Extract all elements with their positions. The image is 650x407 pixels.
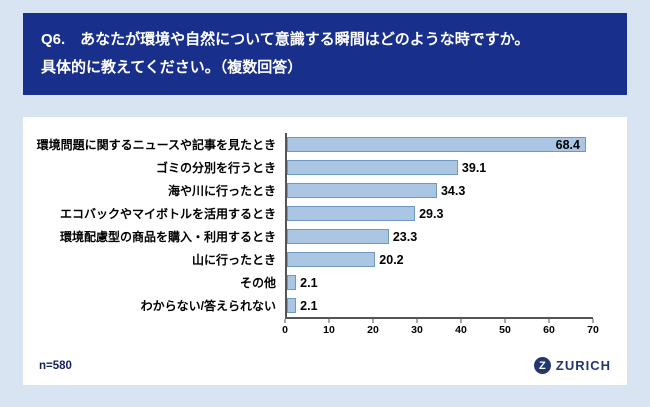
tick-label: 40 [455,324,467,336]
value-label: 29.3 [419,206,444,221]
category-label: その他 [239,276,276,290]
chart-card: 環境問題に関するニュースや記事を見たとき 68.4 ゴミの分別を行うとき 39.1 海や… [23,117,627,385]
tick-mark [460,319,462,323]
bar-row: その他 2.1 [33,271,593,294]
category-label: 環境問題に関するニュースや記事を見たとき [36,138,276,152]
bar-area: 68.4 [285,133,593,156]
question-line-1: Q6. あなたが環境や自然について意識する瞬間はどのような時ですか。 [41,31,530,48]
tick-label: 0 [282,324,288,336]
bar [287,183,437,198]
value-label: 68.4 [555,137,580,152]
bar-area: 34.3 [285,179,593,202]
bar-row: 環境配慮型の商品を購入・利用するとき 23.3 [33,225,593,248]
tick-mark [504,319,506,323]
bar-area: 23.3 [285,225,593,248]
bar-row: わからない/答えられない 2.1 [33,294,593,317]
chart-rows: 環境問題に関するニュースや記事を見たとき 68.4 ゴミの分別を行うとき 39.1 海や… [33,133,593,317]
tick-mark [592,319,594,323]
tick-label: 10 [323,324,335,336]
bar [287,252,376,267]
tick-label: 60 [543,324,555,336]
tick-mark [328,319,330,323]
category-label: 環境配慮型の商品を購入・利用するとき [59,230,276,244]
tick-label: 70 [587,324,599,336]
value-label: 39.1 [461,160,487,175]
bar [287,298,297,313]
value-label: 23.3 [392,229,418,244]
bar: 68.4 [287,137,586,152]
bar [287,275,297,290]
bar-chart: 環境問題に関するニュースや記事を見たとき 68.4 ゴミの分別を行うとき 39.1 海や… [33,133,599,339]
tick-mark [548,319,550,323]
tick-label: 50 [499,324,511,336]
bar-area: 2.1 [285,294,593,317]
question-header: Q6. あなたが環境や自然について意識する瞬間はどのような時ですか。 具体的に教… [23,13,627,95]
value-label: 34.3 [440,183,466,198]
zurich-logo: Z ZURICH [533,357,611,374]
tick-label: 30 [411,324,423,336]
value-label: 2.1 [300,275,318,290]
category-label: 山に行ったとき [191,253,276,267]
value-label: 2.1 [300,298,318,313]
bar-area: 39.1 [285,156,593,179]
category-label: エコバックやマイボトルを活用するとき [59,207,276,221]
zurich-logo-icon: Z [533,357,551,374]
tick-label: 20 [367,324,379,336]
bar-row: ゴミの分別を行うとき 39.1 [33,156,593,179]
bar-area: 29.3 [285,202,593,225]
bar [287,206,416,221]
category-label: わからない/答えられない [140,299,276,313]
tick-mark [284,319,286,323]
zurich-logo-text: ZURICH [555,358,611,373]
bar-row: エコバックやマイボトルを活用するとき 29.3 [33,202,593,225]
tick-mark [416,319,418,323]
bar-area: 20.2 [285,248,593,271]
bar [287,160,458,175]
category-label: ゴミの分別を行うとき [155,161,276,175]
bar-row: 海や川に行ったとき 34.3 [33,179,593,202]
sample-size-label: n=580 [39,360,72,372]
bar [287,229,389,244]
bar-row: 山に行ったとき 20.2 [33,248,593,271]
question-line-2: 具体的に教えてください。（複数回答） [41,58,303,76]
x-axis: 0 10 20 30 40 50 60 70 [282,317,599,339]
tick-mark [372,319,374,323]
value-label: 20.2 [379,252,404,267]
category-label: 海や川に行ったとき [167,184,276,198]
bar-area: 2.1 [285,271,593,294]
bar-row: 環境問題に関するニュースや記事を見たとき 68.4 [33,133,593,156]
